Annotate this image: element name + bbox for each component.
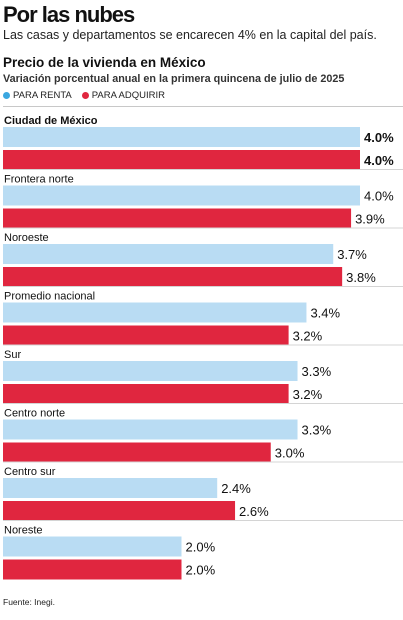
category-label-centro-norte: Centro norte	[4, 408, 65, 420]
value-label-renta-frontera-norte: 4.0%	[364, 189, 394, 204]
value-label-renta-centro-sur: 2.4%	[221, 481, 251, 496]
legend-label-adquirir: PARA ADQUIRIR	[91, 90, 165, 101]
category-label-noreste: Noreste	[4, 525, 43, 537]
value-label-adquirir-centro-sur: 2.6%	[239, 504, 269, 519]
category-label-frontera-norte: Frontera norte	[4, 174, 74, 186]
legend-item-adquirir: PARA ADQUIRIR	[81, 90, 165, 101]
value-label-renta-noreste: 2.0%	[186, 540, 216, 555]
value-label-renta-centro-norte: 3.3%	[302, 423, 332, 438]
category-label-noroeste: Noroeste	[4, 232, 49, 244]
value-label-adquirir-noroeste: 3.8%	[346, 270, 376, 285]
bar-renta-centro-sur	[3, 478, 218, 498]
value-label-renta-sur: 3.3%	[302, 364, 332, 379]
value-label-adquirir-sur: 3.2%	[293, 387, 323, 402]
bar-renta-noreste	[3, 536, 182, 557]
bar-adquirir-noreste	[3, 559, 182, 580]
value-label-adquirir-promedio-nacional: 3.2%	[293, 329, 323, 344]
category-label-sur: Sur	[4, 349, 21, 361]
bar-renta-centro-norte	[3, 419, 298, 440]
chart-title: Precio de la vivienda en México	[3, 55, 206, 70]
value-label-adquirir-frontera-norte: 3.9%	[355, 212, 385, 227]
value-label-renta-noroeste: 3.7%	[337, 247, 367, 262]
category-label-centro-sur: Centro sur	[4, 466, 56, 478]
legend-item-renta: PARA RENTA	[3, 90, 72, 101]
headline: Por las nubes	[3, 2, 135, 27]
source-note: Fuente: Inegi.	[3, 597, 55, 607]
bar-renta-noroeste	[3, 244, 334, 264]
bar-renta-sur	[3, 361, 298, 381]
bar-adquirir-centro-sur	[3, 501, 236, 521]
subheadline: Las casas y departamentos se encarecen 4…	[3, 28, 377, 42]
bar-adquirir-centro-norte	[3, 442, 271, 463]
chart-subtitle: Variación porcentual anual en la primera…	[3, 73, 345, 85]
value-label-adquirir-ciudad-de-mexico: 4.0%	[364, 153, 394, 168]
header-divider	[3, 106, 403, 107]
bar-adquirir-sur	[3, 384, 289, 404]
bar-adquirir-frontera-norte	[3, 208, 352, 229]
bar-renta-promedio-nacional	[3, 302, 307, 323]
value-label-renta-ciudad-de-mexico: 4.0%	[364, 130, 394, 145]
bar-adquirir-noroeste	[3, 267, 343, 287]
bar-renta-ciudad-de-mexico	[3, 127, 360, 147]
value-label-adquirir-noreste: 2.0%	[186, 563, 216, 578]
legend-dot-adquirir	[81, 92, 89, 99]
category-label-ciudad-de-mexico: Ciudad de México	[4, 115, 98, 127]
category-label-promedio-nacional: Promedio nacional	[4, 291, 95, 303]
legend-label-renta: PARA RENTA	[13, 90, 72, 101]
legend-dot-renta	[3, 92, 10, 99]
legend: PARA RENTA PARA ADQUIRIR	[3, 90, 165, 101]
bar-adquirir-promedio-nacional	[3, 325, 289, 346]
bar-adquirir-ciudad-de-mexico	[3, 150, 360, 170]
bar-renta-frontera-norte	[3, 185, 360, 206]
value-label-renta-promedio-nacional: 3.4%	[310, 306, 340, 321]
value-label-adquirir-centro-norte: 3.0%	[275, 446, 305, 461]
